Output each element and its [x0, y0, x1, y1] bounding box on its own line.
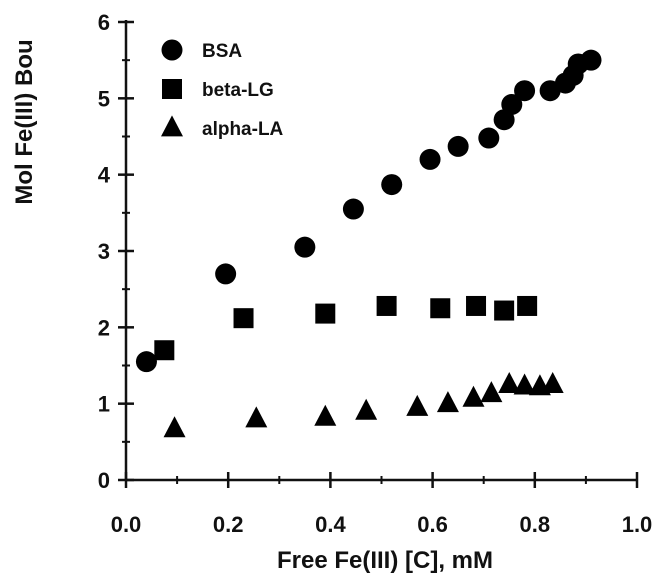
square-point	[466, 295, 487, 316]
triangle-point	[541, 371, 564, 393]
circle-point	[381, 174, 403, 196]
x-tick-label: 1.0	[622, 512, 653, 537]
series-beta-lg	[154, 295, 538, 361]
circle-point	[342, 198, 364, 220]
square-point	[233, 308, 254, 329]
triangle-point	[498, 371, 521, 393]
legend: BSA beta-LG alpha-LA	[161, 39, 284, 140]
x-axis-ticks: 0.0 0.2 0.4 0.6 0.8 1.0	[111, 472, 653, 537]
y-tick-label: 6	[98, 10, 110, 35]
legend-label: beta-LG	[202, 80, 274, 101]
square-point	[494, 300, 515, 321]
x-tick-label: 0.0	[111, 512, 142, 537]
triangle-point	[245, 406, 268, 428]
square-point	[315, 303, 336, 324]
series-alpha-la	[163, 371, 564, 438]
y-tick-label: 2	[98, 315, 110, 340]
y-tick-label: 1	[98, 392, 110, 417]
x-tick-label: 0.8	[520, 512, 551, 537]
y-tick-label: 4	[98, 163, 111, 188]
circle-point	[135, 351, 157, 373]
y-axis-label: Mol Fe(III) Bou	[11, 39, 38, 204]
triangle-point	[462, 385, 485, 407]
triangle-point	[314, 404, 337, 426]
y-tick-label: 5	[98, 86, 110, 111]
legend-label: alpha-LA	[202, 119, 284, 140]
circle-point	[514, 80, 536, 102]
triangle-point	[480, 381, 503, 403]
circle-point	[501, 93, 523, 115]
circle-point	[580, 49, 602, 71]
square-point	[154, 340, 175, 361]
circle-point	[419, 148, 441, 170]
circle-point	[294, 236, 316, 258]
y-axis-ticks: 0 1 2 3 4 5 6	[98, 10, 134, 493]
circle-point	[215, 263, 237, 285]
x-axis-label: Free Fe(III) [C], mM	[277, 547, 493, 574]
square-point	[430, 298, 451, 319]
triangle-point	[163, 416, 186, 438]
x-tick-label: 0.4	[315, 512, 346, 537]
data-points	[135, 49, 602, 438]
square-point	[517, 295, 538, 316]
legend-circle-marker	[161, 39, 183, 61]
x-tick-label: 0.6	[417, 512, 448, 537]
triangle-point	[406, 394, 429, 416]
triangle-point	[355, 398, 378, 420]
circle-point	[478, 127, 500, 149]
series-bsa	[135, 49, 602, 373]
x-tick-label: 0.2	[213, 512, 244, 537]
y-tick-label: 3	[98, 239, 110, 264]
circle-point	[447, 135, 469, 157]
triangle-point	[513, 373, 536, 395]
legend-square-marker	[162, 79, 182, 99]
y-tick-label: 0	[98, 468, 110, 493]
triangle-point	[436, 391, 459, 413]
square-point	[376, 295, 397, 316]
legend-triangle-marker	[161, 115, 183, 137]
legend-label: BSA	[202, 41, 242, 62]
